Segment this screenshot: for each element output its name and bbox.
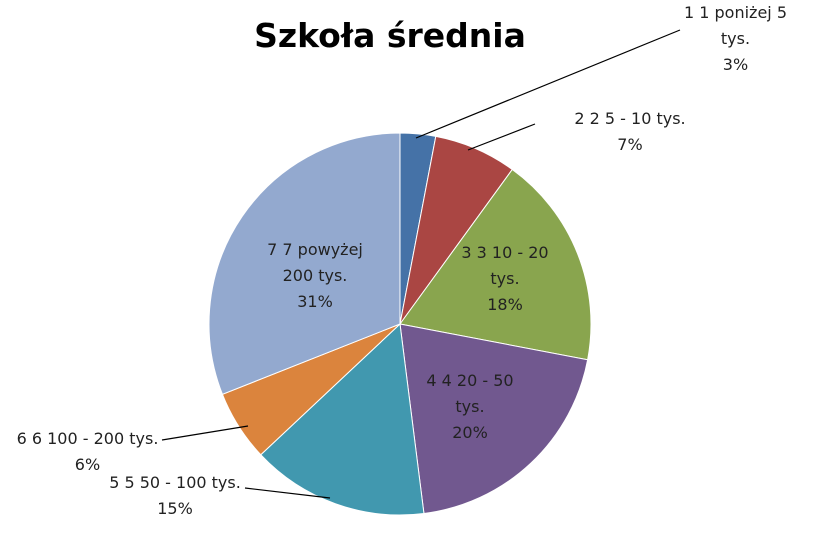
- value-label: 3%: [722, 55, 749, 74]
- leader-line: [415, 29, 681, 139]
- leader-line: [161, 425, 249, 441]
- data-label: 4 4 20 - 50 tys. 20%: [415, 368, 525, 446]
- value-label: 7%: [617, 135, 643, 154]
- value-label: 31%: [297, 292, 333, 311]
- data-label: 2 2 5 - 10 tys. 7%: [545, 106, 715, 158]
- value-label: 20%: [452, 423, 488, 442]
- value-label: 15%: [157, 499, 193, 518]
- leader-line: [467, 123, 536, 151]
- category-label: 7 7 powyżej 200 tys.: [267, 240, 363, 285]
- data-label: 7 7 powyżej 200 tys. 31%: [255, 237, 375, 315]
- category-label: 4 4 20 - 50 tys.: [426, 371, 514, 416]
- category-label: 6 6 100 - 200 tys.: [16, 429, 159, 448]
- pie-slice: [260, 322, 425, 516]
- data-label: 3 3 10 - 20 tys. 18%: [455, 240, 555, 318]
- pie-slice: [399, 168, 592, 361]
- leader-line: [244, 487, 331, 499]
- category-label: 2 2 5 - 10 tys.: [574, 109, 686, 128]
- data-label: 5 5 50 - 100 tys. 15%: [100, 470, 250, 522]
- data-label: 1 1 poniżej 5 tys. 3%: [668, 0, 803, 78]
- category-label: 1 1 poniżej 5 tys.: [683, 3, 787, 48]
- chart-title: Szkoła średnia: [254, 16, 526, 55]
- pie-slice: [208, 132, 401, 395]
- data-label: 6 6 100 - 200 tys. 6%: [0, 426, 175, 478]
- pie-slice: [399, 323, 589, 515]
- category-label: 3 3 10 - 20 tys.: [461, 243, 549, 288]
- value-label: 18%: [487, 295, 523, 314]
- category-label: 5 5 50 - 100 tys.: [109, 473, 241, 492]
- value-label: 6%: [74, 455, 101, 474]
